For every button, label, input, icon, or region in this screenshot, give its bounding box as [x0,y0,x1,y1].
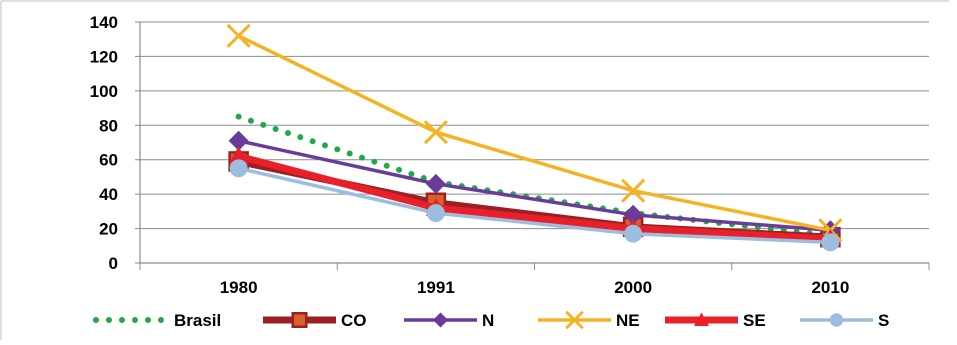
y-tick-label-140: 140 [90,13,118,32]
x-tick-label-2010: 2010 [811,278,849,297]
series-s [229,159,840,252]
point-s-2000 [624,224,643,243]
legend-label-co: CO [341,311,367,330]
x-tick-label-1980: 1980 [220,278,258,297]
series-line-s [238,166,831,245]
y-tick-label-40: 40 [99,185,118,204]
legend-marker-ne-stroke-b [565,310,584,330]
series-ne [226,23,843,243]
y-tick-label-120: 120 [90,47,118,66]
point-s-1991 [426,204,445,223]
legend: Brasil CO N NE SE S [93,310,889,330]
y-tick-label-80: 80 [99,116,118,135]
point-s-1980 [229,159,248,178]
legend-label-s: S [878,311,889,330]
y-tick-label-0: 0 [109,254,118,273]
point-ne-2000-stroke-b [621,178,646,203]
point-ne-1991 [423,120,448,145]
legend-item-s: S [800,311,889,330]
y-tick-label-100: 100 [90,82,118,101]
point-n-1991 [425,173,446,194]
axes: 0 20 40 60 80 100 120 140 1980 1991 2000 2010 [90,13,930,297]
legend-marker-ne [565,310,584,330]
point-ne-2000 [621,178,646,203]
point-ne-1980-stroke-b [226,23,251,48]
point-s-2010 [821,233,840,252]
legend-marker-se [694,312,709,326]
series-line-ne [237,34,831,233]
legend-marker-n [433,312,448,328]
point-se-1980 [228,146,249,165]
legend-item-co: CO [263,311,367,330]
legend-item-ne: NE [538,310,640,330]
legend-item-se: SE [665,311,766,330]
x-tick-label-2000: 2000 [614,278,652,297]
series-line-se [237,152,831,243]
legend-label-ne: NE [616,311,640,330]
point-ne-1991-stroke-b [423,120,448,145]
point-n-1980 [228,130,249,151]
legend-item-n: N [404,311,494,330]
point-ne-1980 [226,23,251,48]
legend-marker-co [291,312,308,328]
point-n-2000 [623,204,644,225]
series-line-n [238,139,831,233]
chart-frame [0,0,949,340]
y-tick-label-60: 60 [99,151,118,170]
legend-label-se: SE [743,311,766,330]
legend-item-brasil: Brasil [93,311,221,330]
series-group [226,23,843,252]
x-tick-label-1991: 1991 [417,278,455,297]
legend-label-brasil: Brasil [174,311,221,330]
legend-marker-s [829,313,844,327]
legend-label-n: N [482,311,494,330]
y-tick-label-20: 20 [99,220,118,239]
